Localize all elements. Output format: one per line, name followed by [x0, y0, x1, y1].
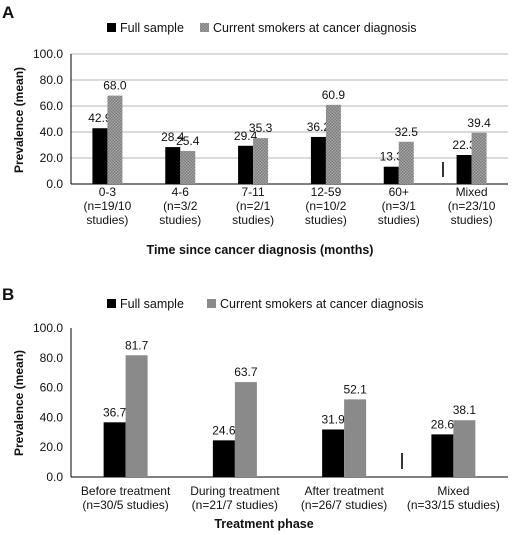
x-category-label: (n=33/15 studies) [407, 498, 500, 512]
x-category-label: (n=2/1 [236, 199, 271, 213]
x-category-label: (n=3/2 [163, 199, 198, 213]
x-category-label: 4-6 [172, 185, 190, 199]
bar-current-smokers [344, 399, 367, 477]
legend-b-label-smokers: Current smokers at cancer diagnosis [220, 297, 424, 311]
x-category-label: (n=10/2 [305, 199, 346, 213]
y-tick-label: 60.0 [40, 99, 64, 113]
y-tick-label: 20.0 [40, 440, 64, 454]
x-category-label: (n=19/10 [84, 199, 132, 213]
panel-b-ylabel: Prevalence (mean) [12, 350, 26, 456]
data-label-full-sample: 28.6 [431, 417, 455, 431]
x-category-label: studies) [305, 213, 347, 227]
x-category-label: 60+ [389, 185, 409, 199]
data-label-current-smokers: 25.4 [176, 134, 200, 148]
panel-b-plot: 0.0 20.0 40.0 60.0 80.0 100.0 36.7 81.7 Before t… [33, 321, 508, 512]
bar-full-sample [165, 147, 181, 184]
y-tick-label: 0.0 [46, 470, 63, 484]
x-category-label: studies) [451, 213, 493, 227]
data-label-current-smokers: 52.1 [343, 382, 367, 396]
bar-full-sample [310, 136, 326, 184]
data-label-current-smokers: 32.5 [395, 125, 419, 139]
bar-full-sample [456, 155, 472, 184]
x-category-label: (n=21/7 studies) [192, 498, 278, 512]
x-category-label: studies) [378, 213, 420, 227]
data-label-full-sample: 13.3 [380, 150, 404, 164]
panel-a-plot: 0.0 20.0 40.0 60.0 80.0 100.0 42.9 68.0 0-3(n=19… [33, 47, 508, 227]
x-category-label: After treatment [304, 484, 384, 498]
data-label-current-smokers: 35.3 [249, 121, 273, 135]
legend-b-label-full: Full sample [120, 297, 184, 311]
data-label-full-sample: 42.9 [88, 111, 112, 125]
x-category-label: studies) [232, 213, 274, 227]
data-label-full-sample: 31.9 [321, 412, 345, 426]
x-category-label: Mixed [456, 185, 488, 199]
panel-a-xlabel: Time since cancer diagnosis (months) [147, 243, 374, 257]
y-tick-label: 100.0 [33, 321, 63, 335]
data-label-current-smokers: 38.1 [453, 403, 477, 417]
x-category-label: During treatment [190, 484, 280, 498]
bar-current-smokers [325, 104, 341, 184]
x-category-label: (n=23/10 [448, 199, 496, 213]
legend-b-swatch-full [107, 299, 116, 308]
legend-a-swatch-smokers [200, 23, 209, 32]
x-category-label: (n=3/1 [382, 199, 417, 213]
bar-full-sample [212, 440, 235, 477]
data-label-full-sample: 36.7 [103, 405, 127, 419]
bar-current-smokers [234, 382, 257, 477]
data-label-current-smokers: 39.4 [467, 116, 491, 130]
x-category-label: Mixed [437, 484, 469, 498]
y-tick-label: 0.0 [46, 177, 63, 191]
bar-full-sample [238, 145, 254, 184]
bar-full-sample [92, 128, 108, 184]
data-label-current-smokers: 81.7 [125, 338, 149, 352]
panel-a-ylabel: Prevalence (mean) [12, 67, 26, 173]
data-label-full-sample: 24.6 [212, 423, 236, 437]
y-tick-label: 60.0 [40, 381, 64, 395]
panel-b-letter: B [2, 285, 14, 304]
y-tick-label: 20.0 [40, 151, 64, 165]
x-category-label: 0-3 [99, 185, 117, 199]
bar-full-sample [383, 166, 399, 184]
y-tick-label: 40.0 [40, 410, 64, 424]
panel-b-xlabel: Treatment phase [214, 517, 313, 531]
panel-a-legend: Full sample Current smokers at cancer di… [107, 21, 417, 35]
panel-b-legend: Full sample Current smokers at cancer di… [107, 297, 424, 311]
y-tick-label: 80.0 [40, 73, 64, 87]
x-category-label: (n=26/7 studies) [301, 498, 387, 512]
legend-a-swatch-full [107, 23, 116, 32]
bar-full-sample [103, 422, 126, 477]
bar-full-sample [431, 434, 454, 477]
bar-current-smokers [125, 355, 148, 477]
legend-b-swatch-smokers [207, 299, 216, 308]
y-tick-label: 40.0 [40, 125, 64, 139]
panel-a-letter: A [2, 3, 14, 22]
bar-current-smokers [253, 138, 269, 184]
x-category-label: (n=30/5 studies) [82, 498, 168, 512]
bar-current-smokers [107, 95, 123, 184]
x-category-label: Before treatment [81, 484, 171, 498]
legend-a-label-smokers: Current smokers at cancer diagnosis [213, 21, 417, 35]
x-category-label: studies) [159, 213, 201, 227]
data-label-full-sample: 22.3 [452, 138, 476, 152]
bar-current-smokers [180, 150, 196, 184]
bar-current-smokers [453, 420, 476, 477]
bar-current-smokers [471, 132, 487, 184]
x-category-label: 12-59 [311, 185, 342, 199]
data-label-current-smokers: 68.0 [103, 79, 127, 93]
bar-current-smokers [398, 141, 414, 184]
bar-full-sample [322, 429, 345, 477]
y-tick-label: 100.0 [33, 47, 63, 61]
legend-a-label-full: Full sample [120, 21, 184, 35]
x-category-label: 7-11 [242, 185, 265, 199]
data-label-full-sample: 28.4 [161, 130, 185, 144]
data-label-current-smokers: 60.9 [322, 88, 346, 102]
y-tick-label: 80.0 [40, 351, 64, 365]
data-label-current-smokers: 63.7 [234, 365, 258, 379]
data-label-full-sample: 36.2 [307, 120, 331, 134]
data-label-full-sample: 29.4 [234, 129, 258, 143]
x-category-label: studies) [86, 213, 128, 227]
